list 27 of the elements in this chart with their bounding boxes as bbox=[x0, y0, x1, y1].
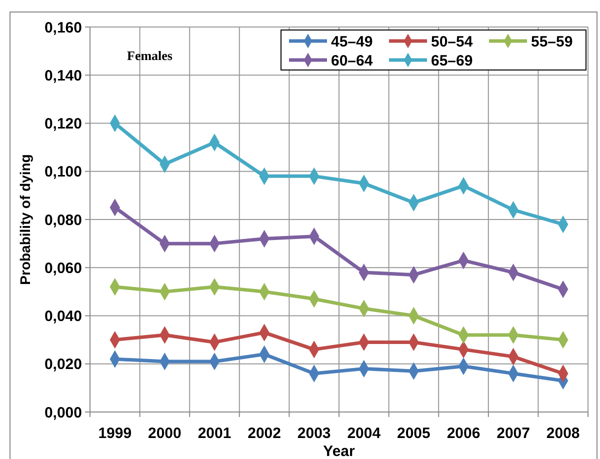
x-tick-label: 2000 bbox=[148, 425, 182, 442]
legend-label: 55–59 bbox=[531, 33, 573, 50]
y-tick-label: 0,060 bbox=[44, 260, 82, 277]
y-tick-label: 0,000 bbox=[44, 404, 82, 422]
y-tick-label: 0,120 bbox=[44, 116, 82, 132]
x-tick-label: 2003 bbox=[297, 425, 331, 442]
x-tick-label: 2005 bbox=[397, 425, 430, 442]
legend-label: 60–64 bbox=[331, 52, 374, 70]
legend-label: 65–69 bbox=[431, 52, 473, 70]
x-tick-label: 2006 bbox=[446, 425, 480, 442]
x-axis-title: Year bbox=[323, 443, 356, 459]
y-tick-label: 0,040 bbox=[44, 308, 82, 325]
x-tick-label: 1999 bbox=[98, 425, 132, 442]
x-tick-label: 2002 bbox=[248, 425, 281, 442]
y-tick-label: 0,080 bbox=[44, 212, 82, 229]
y-tick-label: 0,160 bbox=[44, 19, 82, 36]
x-tick-label: 2007 bbox=[496, 425, 530, 442]
x-tick-label: 2008 bbox=[546, 425, 580, 442]
legend-label: 50–54 bbox=[431, 33, 474, 50]
x-tick-label: 2001 bbox=[198, 425, 232, 442]
x-tick-label: 2004 bbox=[347, 425, 382, 442]
y-axis-title: Probability of dying bbox=[17, 154, 33, 285]
y-tick-label: 0,100 bbox=[44, 164, 82, 181]
y-tick-label: 0,140 bbox=[44, 67, 82, 84]
annotation: Females bbox=[127, 48, 172, 63]
y-tick-label: 0,020 bbox=[44, 356, 82, 374]
legend-label: 45–49 bbox=[331, 33, 373, 50]
